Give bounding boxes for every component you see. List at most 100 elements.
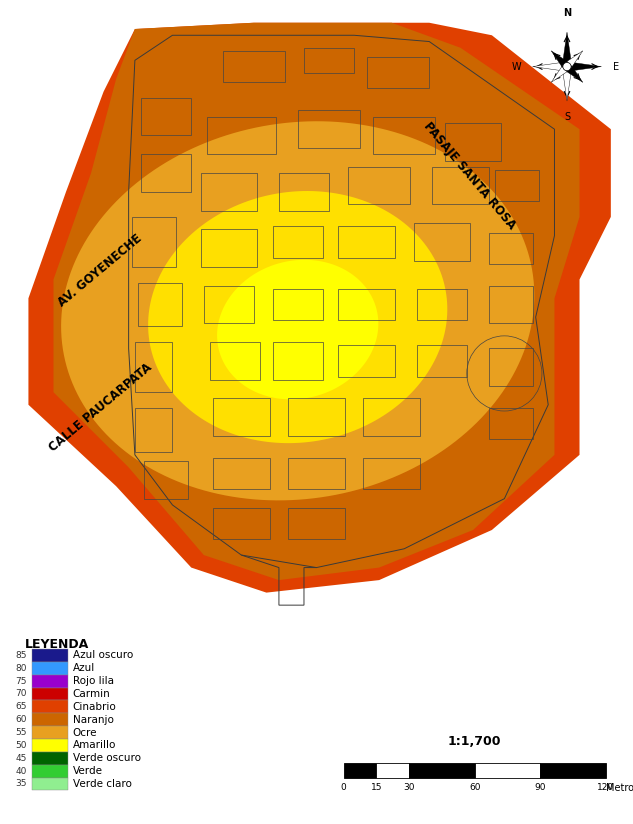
Polygon shape — [532, 63, 562, 71]
Bar — [348, 166, 410, 204]
Bar — [201, 229, 257, 267]
Bar — [339, 345, 395, 377]
Text: 55: 55 — [16, 728, 27, 737]
Bar — [135, 408, 172, 452]
Text: Rojo lila: Rojo lila — [73, 677, 114, 686]
Text: 60: 60 — [16, 715, 27, 724]
Text: Naranjo: Naranjo — [73, 714, 114, 724]
Bar — [339, 227, 395, 258]
Polygon shape — [572, 63, 601, 71]
Bar — [32, 739, 68, 751]
Bar — [432, 166, 489, 204]
Text: AV. GOYENECHE: AV. GOYENECHE — [56, 232, 145, 309]
Bar — [273, 289, 323, 321]
Bar — [223, 51, 285, 82]
Polygon shape — [551, 67, 567, 82]
Text: 70: 70 — [16, 690, 27, 699]
Text: PASAJE SANTA ROSA: PASAJE SANTA ROSA — [422, 120, 518, 232]
Bar — [144, 461, 188, 499]
Polygon shape — [61, 121, 534, 500]
Bar — [141, 98, 191, 135]
Bar — [132, 217, 175, 267]
Text: S: S — [564, 112, 570, 122]
Bar — [489, 232, 532, 264]
Bar — [207, 117, 276, 154]
Bar — [141, 154, 191, 192]
Circle shape — [563, 63, 571, 71]
Bar — [32, 751, 68, 765]
Bar — [213, 458, 270, 489]
Text: Cinabrio: Cinabrio — [73, 702, 116, 712]
Bar — [32, 714, 68, 726]
Bar — [32, 675, 68, 687]
Text: W: W — [511, 62, 522, 72]
Polygon shape — [563, 32, 571, 62]
Bar — [363, 399, 420, 436]
Bar — [32, 687, 68, 700]
Bar — [475, 763, 540, 778]
Bar — [495, 170, 539, 201]
Text: Amarillo: Amarillo — [73, 741, 116, 751]
Text: Azul oscuro: Azul oscuro — [73, 650, 133, 660]
Text: 0: 0 — [341, 783, 347, 792]
Bar — [204, 286, 254, 323]
Text: Verde oscuro: Verde oscuro — [73, 753, 141, 763]
Text: 40: 40 — [16, 766, 27, 775]
Bar — [32, 765, 68, 778]
Polygon shape — [28, 23, 611, 592]
Text: Verde: Verde — [73, 766, 103, 776]
Text: Carmin: Carmin — [73, 689, 111, 699]
Bar — [213, 399, 270, 436]
Bar — [273, 342, 323, 380]
Bar — [32, 662, 68, 675]
Bar — [377, 763, 410, 778]
Bar — [304, 48, 354, 73]
Bar — [288, 458, 345, 489]
Bar — [489, 349, 532, 386]
Bar — [413, 223, 470, 260]
Text: 65: 65 — [16, 702, 27, 711]
Text: 90: 90 — [534, 783, 546, 792]
Bar — [344, 763, 377, 778]
Bar — [339, 289, 395, 321]
Bar — [298, 110, 360, 148]
Bar — [210, 342, 260, 380]
Bar — [540, 763, 606, 778]
Bar — [288, 399, 345, 436]
Text: 85: 85 — [16, 651, 27, 660]
Text: 30: 30 — [403, 783, 415, 792]
Bar — [445, 123, 501, 161]
Text: Azul: Azul — [73, 663, 95, 673]
Text: E: E — [613, 62, 619, 72]
Text: Ocre: Ocre — [73, 728, 97, 737]
Bar — [489, 408, 532, 439]
Text: 75: 75 — [16, 677, 27, 686]
Polygon shape — [563, 72, 571, 101]
Text: 120: 120 — [597, 783, 615, 792]
Polygon shape — [3, 16, 630, 643]
Text: LEYENDA: LEYENDA — [25, 638, 89, 651]
Bar — [32, 700, 68, 714]
Bar — [410, 763, 475, 778]
Text: 1:1,700: 1:1,700 — [448, 736, 501, 748]
Bar — [489, 286, 532, 323]
Polygon shape — [148, 191, 448, 443]
Text: 50: 50 — [16, 741, 27, 750]
Polygon shape — [53, 23, 580, 580]
Polygon shape — [567, 51, 583, 67]
Bar — [135, 342, 172, 392]
Polygon shape — [567, 67, 583, 82]
Text: 60: 60 — [469, 783, 480, 792]
Bar — [373, 117, 436, 154]
Text: CALLE PAUCARPATA: CALLE PAUCARPATA — [46, 361, 154, 455]
Bar — [288, 508, 345, 540]
Bar — [273, 227, 323, 258]
Polygon shape — [217, 260, 379, 400]
Polygon shape — [551, 51, 567, 67]
Bar — [32, 726, 68, 739]
Text: Metros: Metros — [606, 783, 633, 793]
Bar — [367, 57, 429, 88]
Bar — [213, 508, 270, 540]
Text: 45: 45 — [16, 754, 27, 763]
Bar — [201, 173, 257, 211]
